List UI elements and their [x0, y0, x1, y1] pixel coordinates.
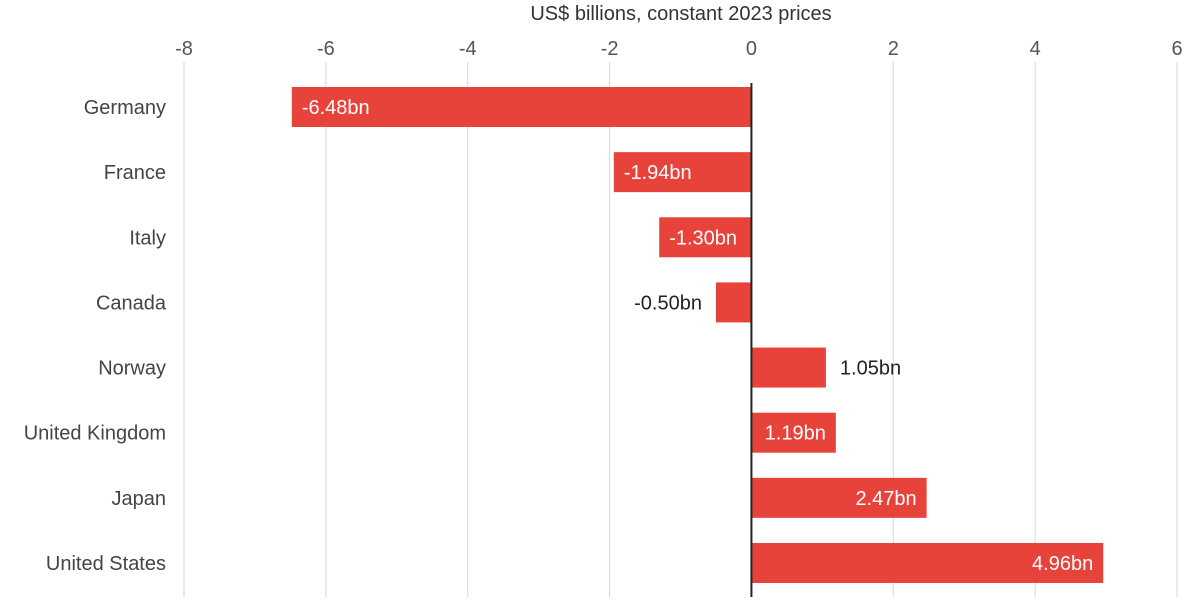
bar-japan	[751, 477, 927, 518]
bar-canada	[715, 282, 752, 323]
x-axis-title: US$ billions, constant 2023 prices	[530, 3, 831, 25]
x-tick-label: -2	[601, 38, 619, 60]
category-label: Italy	[129, 227, 166, 249]
data-label: -1.30bn	[669, 227, 737, 249]
value-labels: -6.48bn -1.94bn -1.30bn -0.50bn 1.05bn 1.19bn…	[302, 97, 1093, 575]
data-label: -0.50bn	[634, 292, 702, 314]
x-axis-ticks: -8 -6 -4 -2 0 2 4 6	[175, 38, 1182, 60]
bar-france	[613, 152, 752, 193]
data-label: 2.47bn	[855, 488, 916, 510]
bars	[291, 87, 1104, 583]
bar-italy	[659, 217, 752, 258]
category-label: Japan	[112, 488, 167, 510]
bar-germany	[291, 87, 752, 127]
gridlines	[183, 62, 1178, 597]
category-label: France	[104, 162, 166, 184]
bar-norway	[751, 347, 826, 388]
category-label: Norway	[98, 358, 166, 380]
data-label: -1.94bn	[624, 162, 692, 184]
data-label: -6.48bn	[302, 97, 370, 119]
data-label: 1.05bn	[840, 358, 901, 380]
data-label: 1.19bn	[765, 423, 826, 445]
data-label: 4.96bn	[1032, 553, 1093, 575]
x-tick-label: 4	[1030, 38, 1041, 60]
category-label: Canada	[96, 292, 167, 314]
bar-united-kingdom	[751, 412, 836, 453]
x-tick-label: -6	[317, 38, 335, 60]
category-label: United States	[46, 553, 166, 575]
x-tick-label: 0	[746, 38, 757, 60]
category-labels: Germany France Italy Canada Norway United Kin…	[24, 97, 167, 575]
category-label: Germany	[84, 97, 166, 119]
x-tick-label: -4	[459, 38, 477, 60]
x-tick-label: 6	[1171, 38, 1182, 60]
bar-united-states	[751, 542, 1104, 583]
category-label: United Kingdom	[24, 423, 166, 445]
x-tick-label: 2	[888, 38, 899, 60]
x-tick-label: -8	[175, 38, 193, 60]
